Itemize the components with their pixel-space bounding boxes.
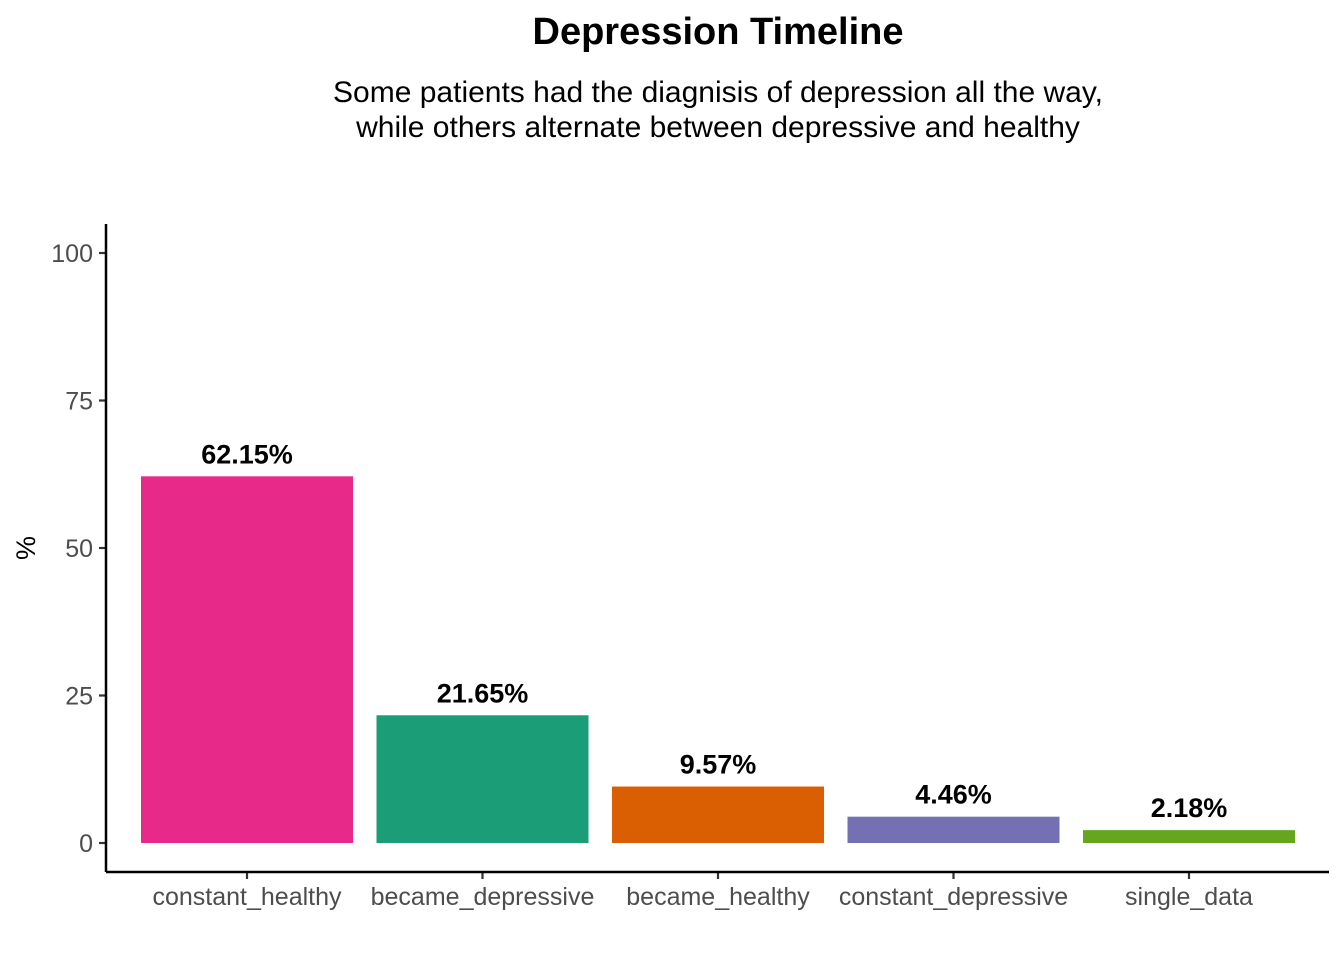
x-tick-label: constant_depressive xyxy=(839,883,1068,911)
bars-group xyxy=(141,476,1295,843)
chart-title: Depression Timeline xyxy=(533,11,904,53)
bar-single-data xyxy=(1083,830,1295,843)
x-tick-label: single_data xyxy=(1125,883,1253,911)
chart-subtitle-line-1: Some patients had the diagnisis of depre… xyxy=(333,76,1103,109)
y-tick-label: 75 xyxy=(65,388,93,416)
bar-value-label: 21.65% xyxy=(437,678,529,708)
y-tick-label: 25 xyxy=(65,683,93,711)
bar-value-label: 62.15% xyxy=(201,439,293,469)
x-tick-label: became_healthy xyxy=(626,883,810,911)
bar-value-label: 4.46% xyxy=(915,780,992,810)
y-tick-label: 100 xyxy=(51,240,93,268)
x-tick-label: became_depressive xyxy=(371,883,595,911)
y-axis-ticks: 0 25 50 75 100 xyxy=(51,240,106,858)
bar-value-label: 9.57% xyxy=(680,750,757,780)
y-tick-label: 0 xyxy=(79,830,93,858)
x-axis-ticks: constant_healthy became_depressive became_… xyxy=(152,872,1253,911)
bar-became-healthy xyxy=(612,786,824,843)
chart-subtitle-line-2: while others alternate between depressiv… xyxy=(355,111,1080,144)
bar-value-label: 2.18% xyxy=(1151,793,1228,823)
bar-constant-depressive xyxy=(847,816,1060,843)
bar-labels-group: 62.15% 21.65% 9.57% 4.46% 2.18% xyxy=(201,439,1227,823)
y-tick-label: 50 xyxy=(65,535,93,563)
bar-constant-healthy xyxy=(141,476,353,843)
x-tick-label: constant_healthy xyxy=(152,883,342,911)
bar-became-depressive xyxy=(376,715,589,843)
y-axis-title: % xyxy=(11,536,41,560)
